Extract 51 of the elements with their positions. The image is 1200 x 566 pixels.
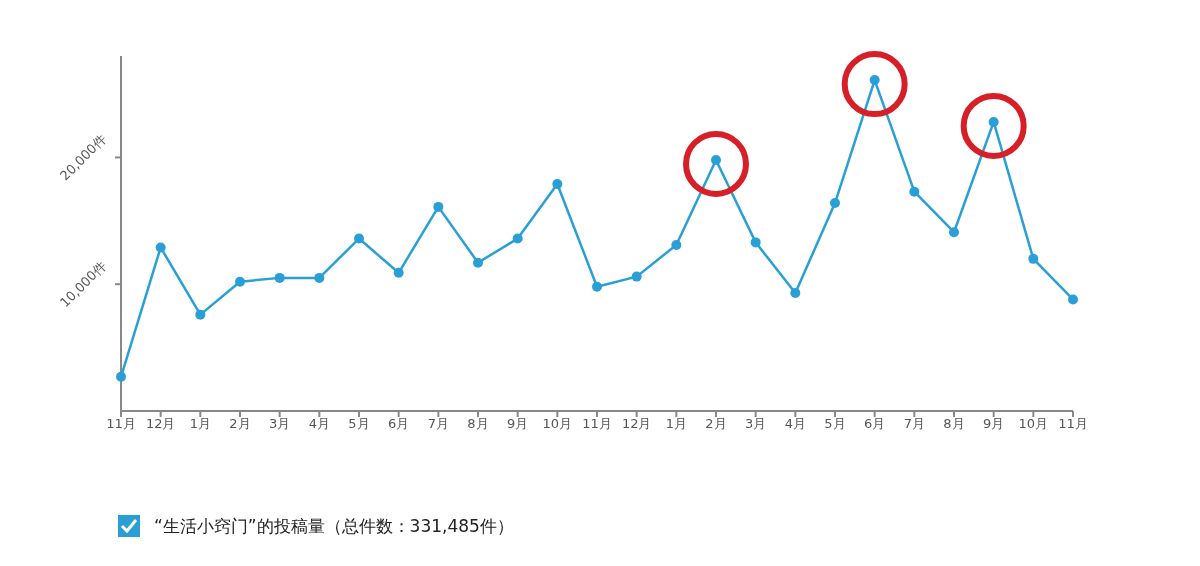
point bbox=[393, 267, 404, 278]
point bbox=[433, 201, 444, 212]
point bbox=[988, 116, 999, 127]
point bbox=[869, 75, 880, 86]
x-tick-label: 5月 bbox=[348, 416, 370, 432]
x-tick-label: 3月 bbox=[269, 416, 291, 432]
point bbox=[671, 239, 682, 250]
point bbox=[473, 257, 483, 268]
point bbox=[116, 371, 126, 382]
point bbox=[830, 198, 840, 209]
x-tick-label: 12月 bbox=[145, 416, 176, 432]
legend-label: “生活小窍门”的投稿量（总件数：331,485件） bbox=[154, 514, 514, 538]
x-tick-label: 3月 bbox=[745, 416, 767, 432]
x-tick-label: 8月 bbox=[467, 416, 489, 432]
x-tick-label: 5月 bbox=[824, 416, 846, 432]
x-tick-label: 6月 bbox=[864, 416, 886, 432]
x-tick-label: 12月 bbox=[621, 416, 652, 432]
point bbox=[354, 233, 364, 244]
point bbox=[155, 242, 166, 253]
x-tick-label: 4月 bbox=[784, 416, 806, 432]
point bbox=[1068, 294, 1078, 305]
x-tick-label: 2月 bbox=[705, 416, 727, 432]
x-tick-label: 10月 bbox=[542, 416, 573, 432]
point bbox=[235, 276, 245, 287]
x-tick-label: 1月 bbox=[189, 416, 211, 432]
x-tick-label: 2月 bbox=[229, 416, 251, 432]
point bbox=[512, 233, 523, 244]
x-tick-label: 7月 bbox=[903, 416, 925, 432]
point bbox=[909, 186, 920, 197]
x-tick-label: 10月 bbox=[1018, 416, 1049, 432]
x-tick-label: 7月 bbox=[427, 416, 449, 432]
x-tick-label: 6月 bbox=[388, 416, 410, 432]
point bbox=[592, 281, 602, 292]
point bbox=[711, 154, 721, 165]
point bbox=[631, 271, 642, 282]
x-tick-label: 1月 bbox=[665, 416, 687, 432]
point bbox=[949, 227, 959, 238]
point bbox=[314, 272, 325, 283]
point bbox=[790, 288, 801, 299]
x-tick-label: 4月 bbox=[308, 416, 330, 432]
point bbox=[274, 272, 285, 283]
point bbox=[750, 237, 761, 248]
point bbox=[552, 179, 563, 190]
point bbox=[195, 309, 206, 320]
x-tick-label: 8月 bbox=[943, 416, 965, 432]
x-tick-label: 11月 bbox=[1058, 416, 1088, 432]
x-tick-label: 9月 bbox=[983, 416, 1005, 432]
point bbox=[1028, 253, 1039, 264]
x-tick-label: 11月 bbox=[106, 416, 136, 432]
x-tick-label: 9月 bbox=[507, 416, 529, 432]
x-tick-label: 11月 bbox=[582, 416, 612, 432]
